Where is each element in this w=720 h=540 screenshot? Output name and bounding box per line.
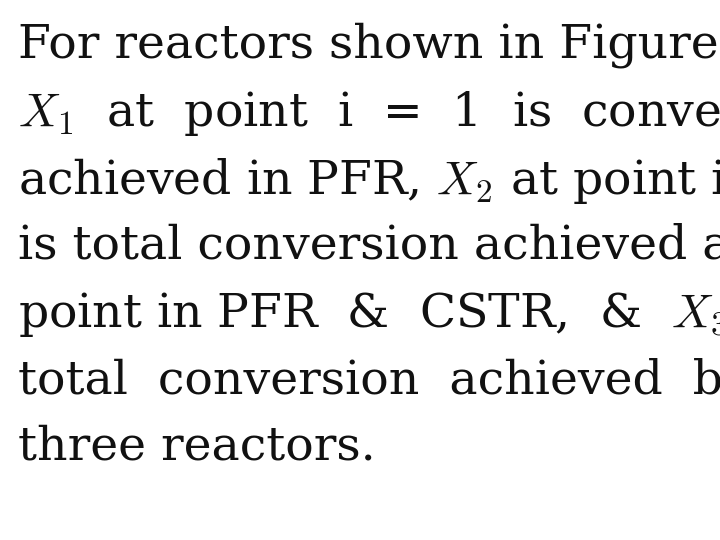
Text: is total conversion achieved at this: is total conversion achieved at this — [18, 223, 720, 268]
Text: total  conversion  achieved  by  all: total conversion achieved by all — [18, 357, 720, 403]
Text: For reactors shown in Figure 2-3,: For reactors shown in Figure 2-3, — [18, 22, 720, 68]
Text: achieved in PFR, $X_2$ at point i = 2: achieved in PFR, $X_2$ at point i = 2 — [18, 156, 720, 206]
Text: $X_1$  at  point  i  =  1  is  conversion: $X_1$ at point i = 1 is conversion — [18, 89, 720, 138]
Text: three reactors.: three reactors. — [18, 424, 376, 469]
Text: point in PFR  &  CSTR,  &  $X_3$ is: point in PFR & CSTR, & $X_3$ is — [18, 290, 720, 339]
